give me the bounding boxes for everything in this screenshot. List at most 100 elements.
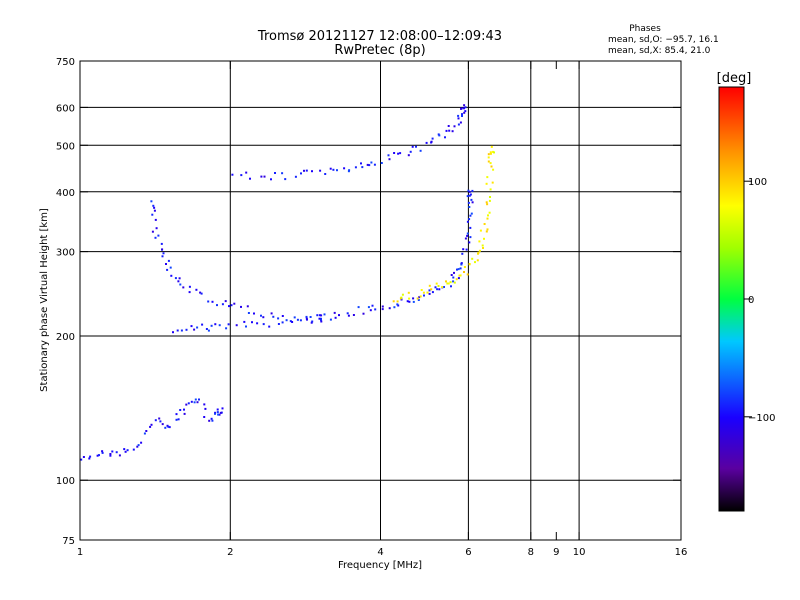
data-point [194, 398, 197, 401]
data-point [412, 297, 415, 300]
data-point [397, 152, 400, 155]
data-point [168, 426, 171, 429]
data-point [393, 306, 396, 309]
data-point [177, 418, 180, 421]
data-point [268, 325, 271, 328]
data-point [431, 137, 434, 140]
data-point [320, 314, 323, 317]
data-point [470, 212, 473, 215]
data-point [448, 129, 451, 132]
data-point [490, 145, 493, 148]
x-axis-label: Frequency [MHz] [338, 560, 422, 571]
data-point [180, 329, 183, 332]
data-point [362, 312, 365, 315]
data-point [471, 201, 474, 204]
x-axis: 1 2 4 6 8 9 10 16 [77, 61, 687, 558]
data-point [396, 300, 399, 303]
data-point [469, 226, 472, 229]
data-point [343, 167, 346, 170]
data-point [468, 194, 471, 197]
data-point [441, 286, 444, 289]
data-point [240, 174, 243, 177]
data-point [336, 169, 338, 172]
data-point [471, 257, 474, 260]
data-point [123, 448, 126, 451]
data-point [263, 175, 266, 178]
data-point [185, 403, 188, 406]
data-point [167, 425, 170, 428]
data-point [400, 296, 403, 299]
data-point [457, 277, 460, 280]
data-point [469, 236, 472, 239]
data-point [246, 305, 249, 308]
data-point [208, 419, 211, 422]
data-point [452, 276, 455, 279]
data-point [493, 151, 495, 154]
data-point [270, 178, 272, 181]
data-point [457, 268, 460, 271]
data-point [468, 218, 471, 221]
data-point [396, 303, 399, 306]
data-point [281, 321, 284, 324]
data-point [408, 300, 411, 303]
data-point [434, 286, 437, 289]
data-point [285, 319, 288, 322]
x-tick-label: 9 [553, 547, 559, 558]
data-point [211, 300, 214, 303]
data-point [463, 111, 466, 114]
data-point [132, 448, 135, 451]
y-tick-label: 600 [56, 103, 75, 114]
data-point [381, 305, 384, 308]
data-point [216, 408, 219, 411]
data-point [231, 173, 234, 176]
data-point [368, 164, 371, 167]
data-point [136, 445, 139, 448]
data-point [482, 247, 484, 249]
data-point [419, 295, 422, 298]
data-point [467, 201, 470, 204]
data-point [453, 281, 456, 284]
data-point [182, 286, 185, 289]
data-point [487, 214, 489, 217]
data-point [430, 288, 433, 291]
data-point [412, 300, 415, 303]
data-point [407, 291, 410, 294]
data-point [393, 152, 396, 154]
data-point [333, 311, 336, 314]
data-point [457, 117, 460, 120]
data-point [115, 451, 118, 454]
y-tick-label: 100 [56, 476, 75, 487]
data-point [338, 314, 340, 317]
data-point [447, 125, 450, 127]
data-point [224, 300, 227, 303]
data-point [486, 176, 489, 179]
data-point [446, 282, 449, 285]
data-point [457, 114, 460, 117]
data-point [466, 234, 469, 237]
data-point [235, 324, 238, 327]
data-point [483, 223, 486, 225]
colorbar [718, 86, 745, 512]
data-point [162, 252, 165, 255]
data-point [193, 328, 196, 331]
data-point [319, 169, 322, 172]
data-point [161, 255, 164, 258]
data-point [137, 444, 140, 447]
data-point [486, 228, 489, 231]
data-point [101, 451, 104, 454]
data-point [161, 248, 164, 251]
data-point [174, 277, 177, 280]
data-point [193, 401, 196, 404]
data-point [165, 263, 167, 265]
data-point [310, 321, 313, 324]
data-point [152, 204, 155, 207]
data-point [466, 232, 469, 235]
data-point [453, 125, 456, 128]
data-point [468, 241, 471, 244]
y-tick-label: 75 [62, 536, 75, 547]
x-tick-label: 4 [377, 547, 383, 558]
data-point [219, 411, 222, 414]
data-point [444, 136, 446, 139]
data-point [487, 160, 490, 163]
y-axis: 75 100 200 300 400 500 600 750 [56, 57, 681, 547]
